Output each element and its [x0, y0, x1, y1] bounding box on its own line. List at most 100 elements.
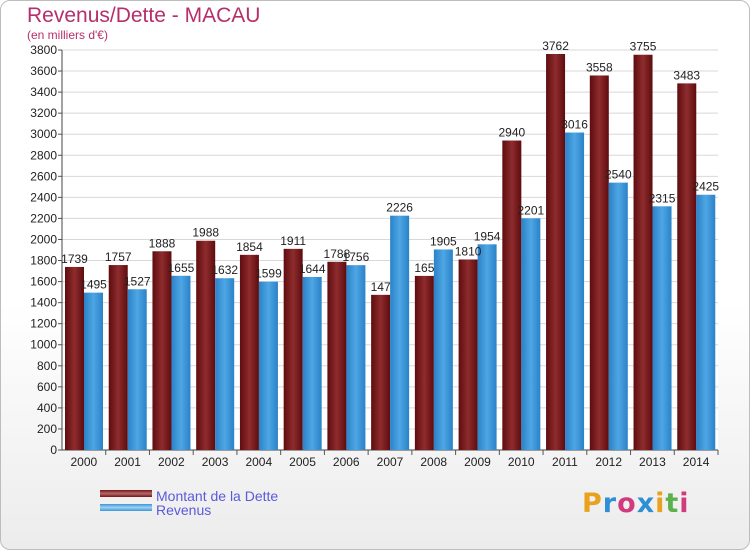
y-tick-label: 1400 [30, 296, 57, 310]
legend-swatch-dette [100, 490, 152, 497]
logo-letter: r [602, 488, 618, 519]
x-tick-label: 2003 [202, 455, 229, 469]
y-tick-label: 3400 [30, 85, 57, 99]
data-label-dette: 1757 [105, 250, 132, 264]
data-label-revenus: 1644 [299, 262, 326, 276]
bar-dette [371, 294, 391, 450]
bar-dette [239, 254, 259, 450]
bar-revenus [608, 182, 628, 450]
x-tick-label: 2011 [552, 455, 578, 469]
data-label-revenus: 1756 [343, 250, 370, 264]
data-label-revenus: 1527 [124, 274, 151, 288]
bar-revenus [84, 292, 103, 450]
bar-revenus [477, 244, 497, 450]
data-label-revenus: 1954 [474, 229, 501, 243]
y-tick-label: 2600 [30, 169, 57, 183]
bar-dette [152, 251, 172, 450]
chart-title: Revenus/Dette - MACAU [27, 4, 261, 27]
y-tick-label: 2400 [30, 190, 57, 204]
bar-dette [108, 265, 128, 450]
bar-revenus [215, 278, 235, 450]
logo-letter: x [636, 488, 656, 519]
data-label-revenus: 2540 [605, 168, 632, 182]
bar-revenus [521, 218, 541, 450]
proxiti-logo: Proxiti [582, 488, 690, 519]
data-label-revenus: 1655 [168, 261, 195, 275]
y-tick-label: 3200 [30, 106, 57, 120]
data-label-dette: 1810 [455, 244, 482, 258]
bar-dette [65, 266, 84, 450]
bar-revenus [696, 194, 716, 450]
data-label-dette: 3755 [630, 40, 657, 54]
x-tick-label: 2001 [114, 455, 141, 469]
bar-dette [633, 54, 653, 450]
data-label-dette: 165 [414, 261, 434, 275]
y-tick-label: 800 [37, 359, 57, 373]
bar-revenus [258, 281, 278, 450]
data-label-dette: 147 [371, 280, 391, 294]
x-tick-label: 2000 [71, 455, 98, 469]
bar-revenus [433, 249, 453, 450]
bar-dette [502, 140, 522, 451]
data-label-dette: 1788 [324, 247, 351, 261]
data-label-revenus: 1905 [430, 234, 457, 248]
data-label-dette: 1739 [61, 252, 88, 266]
bar-revenus [346, 265, 366, 450]
logo-letter: i [655, 488, 666, 519]
x-tick-label: 2005 [289, 455, 316, 469]
x-tick-label: 2012 [595, 455, 622, 469]
data-label-revenus: 2315 [649, 191, 676, 205]
x-tick-label: 2006 [333, 455, 360, 469]
data-label-revenus: 3016 [561, 118, 588, 132]
y-tick-label: 0 [50, 443, 57, 457]
y-tick-label: 3600 [30, 64, 57, 78]
x-tick-label: 2004 [245, 455, 272, 469]
data-label-dette: 1854 [236, 240, 263, 254]
logo-letter: i [679, 488, 690, 519]
data-label-dette: 1988 [192, 226, 219, 240]
bar-revenus [390, 215, 410, 450]
y-tick-label: 600 [37, 380, 57, 394]
legend-label-revenus: Revenus [156, 502, 212, 518]
data-label-revenus: 1599 [255, 267, 282, 281]
logo-letter: P [582, 488, 603, 519]
data-label-dette: 3558 [586, 60, 613, 74]
x-tick-label: 2002 [158, 455, 185, 469]
data-label-dette: 3483 [673, 68, 700, 82]
y-tick-label: 2800 [30, 148, 57, 162]
bar-dette [677, 83, 697, 451]
bar-revenus [565, 132, 585, 451]
x-tick-label: 2008 [420, 455, 447, 469]
bar-revenus [302, 276, 322, 450]
x-tick-label: 2009 [464, 455, 491, 469]
y-tick-label: 3800 [30, 43, 57, 57]
y-tick-label: 200 [37, 422, 57, 436]
y-tick-label: 1800 [30, 254, 57, 268]
bar-dette [414, 275, 434, 450]
x-tick-label: 2014 [683, 455, 710, 469]
bar-dette [283, 248, 303, 450]
y-tick-label: 2000 [30, 232, 57, 246]
x-tick-label: 2007 [377, 455, 404, 469]
legend-swatch-revenus [100, 504, 152, 511]
bar-dette [589, 75, 609, 450]
bar-dette [196, 240, 216, 450]
data-label-dette: 1911 [280, 234, 306, 248]
data-label-revenus: 2201 [517, 203, 544, 217]
x-tick-label: 2010 [508, 455, 535, 469]
y-tick-label: 1600 [30, 275, 57, 289]
y-tick-label: 1000 [30, 338, 57, 352]
y-tick-label: 400 [37, 401, 57, 415]
data-label-revenus: 2425 [692, 180, 719, 194]
data-label-revenus: 1495 [80, 278, 107, 292]
bar-dette [458, 259, 478, 450]
data-label-dette: 3762 [542, 39, 569, 53]
data-label-revenus: 1632 [211, 263, 238, 277]
bar-dette [546, 54, 566, 450]
bar-revenus [652, 206, 672, 450]
data-label-dette: 1888 [149, 236, 176, 250]
legend-label-dette: Montant de la Dette [156, 488, 279, 504]
data-label-revenus: 2226 [386, 201, 413, 215]
y-tick-label: 3000 [30, 127, 57, 141]
